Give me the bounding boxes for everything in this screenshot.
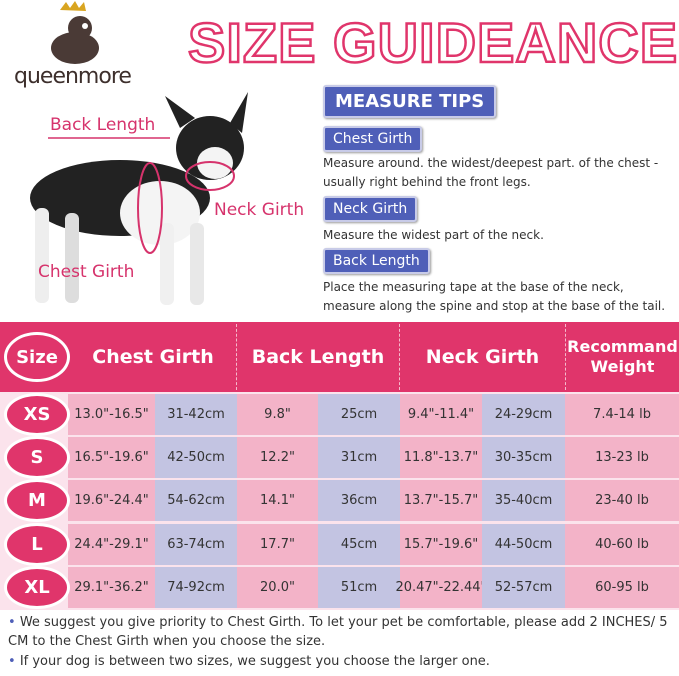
divider xyxy=(399,324,400,390)
back-length-label: Back Length xyxy=(50,115,156,135)
tip-label-chest: Chest Girth xyxy=(323,126,423,152)
table-cell: 45cm xyxy=(318,523,400,565)
measure-tips-heading: MEASURE TIPS xyxy=(323,85,497,118)
header-size: Size xyxy=(4,332,70,382)
size-badge: M xyxy=(4,479,70,523)
table-cell: 16.5"-19.6" xyxy=(68,437,155,479)
table-cell: 14.1" xyxy=(237,480,318,522)
table-row: 24.4"-29.1" 63-74cm 17.7" 45cm 15.7"-19.6" 44… xyxy=(68,523,679,565)
header-weight: Recommand Weight xyxy=(567,337,678,376)
table-cell: 60-95 lb xyxy=(565,566,679,608)
table-cell: 13.0"-16.5" xyxy=(68,394,155,435)
table-cell: 9.4"-11.4" xyxy=(400,394,482,435)
table-row: 19.6"-24.4" 54-62cm 14.1" 36cm 13.7"-15.7" 35… xyxy=(68,480,679,522)
size-badge: S xyxy=(4,436,70,480)
table-cell: 52-57cm xyxy=(482,566,565,608)
header-chest-girth: Chest Girth xyxy=(92,346,214,368)
note-text: If your dog is between two sizes, we sug… xyxy=(19,654,490,669)
table-cell: 51cm xyxy=(318,566,400,608)
table-row: 16.5"-19.6" 42-50cm 12.2" 31cm 11.8"-13.7" 30… xyxy=(68,437,679,479)
brand-logo: queenmore xyxy=(14,64,132,89)
table-cell: 63-74cm xyxy=(155,523,237,565)
header-back-length: Back Length xyxy=(251,346,385,368)
chest-girth-label: Chest Girth xyxy=(38,262,135,282)
tip-text-chest: Measure around. the widest/deepest part.… xyxy=(323,156,659,189)
table-cell: 13.7"-15.7" xyxy=(400,480,482,522)
table-cell: 25cm xyxy=(318,394,400,435)
tip-text-neck: Measure the widest part of the neck. xyxy=(323,228,544,242)
logo-dog-icon xyxy=(51,1,99,64)
neck-girth-label: Neck Girth xyxy=(214,200,305,220)
table-cell: 20.47"-22.44" xyxy=(395,566,487,608)
divider xyxy=(565,324,566,390)
table-cell: 7.4-14 lb xyxy=(565,394,679,435)
table-cell: 24.4"-29.1" xyxy=(68,523,155,565)
note-1: • We suggest you give priority to Chest … xyxy=(8,615,668,649)
size-badge: XL xyxy=(4,565,70,609)
table-cell: 23-40 lb xyxy=(565,480,679,522)
table-cell: 40-60 lb xyxy=(565,523,679,565)
table-cell: 20.0" xyxy=(237,566,318,608)
size-badge: XS xyxy=(4,393,70,436)
table-row: 13.0"-16.5" 31-42cm 9.8" 25cm 9.4"-11.4" 24-2… xyxy=(68,394,679,435)
table-cell: 24-29cm xyxy=(482,394,565,435)
table-cell: 74-92cm xyxy=(155,566,237,608)
table-cell: 19.6"-24.4" xyxy=(68,480,155,522)
table-cell: 12.2" xyxy=(237,437,318,479)
dog-photo xyxy=(30,92,248,305)
table-cell: 42-50cm xyxy=(155,437,237,479)
tip-text-back: Place the measuring tape at the base of … xyxy=(323,280,666,313)
table-cell: 17.7" xyxy=(237,523,318,565)
table-cell: 36cm xyxy=(318,480,400,522)
size-badge: L xyxy=(4,522,70,566)
table-cell: 13-23 lb xyxy=(565,437,679,479)
table-cell: 11.8"-13.7" xyxy=(400,437,482,479)
table-cell: 9.8" xyxy=(237,394,318,435)
table-cell: 30-35cm xyxy=(482,437,565,479)
tip-label-neck: Neck Girth xyxy=(323,196,418,222)
table-cell: 54-62cm xyxy=(155,480,237,522)
tip-label-back: Back Length xyxy=(323,248,430,274)
note-text: We suggest you give priority to Chest Gi… xyxy=(8,615,668,649)
page-title: SIZE GUIDEANCE xyxy=(187,10,679,76)
note-2: • If your dog is between two sizes, we s… xyxy=(8,654,490,669)
table-cell: 29.1"-36.2" xyxy=(68,566,155,608)
divider xyxy=(236,324,237,390)
header-neck-girth: Neck Girth xyxy=(425,346,540,368)
table-cell: 31-42cm xyxy=(155,394,237,435)
table-cell: 15.7"-19.6" xyxy=(400,523,482,565)
table-cell: 35-40cm xyxy=(482,480,565,522)
table-row: 29.1"-36.2" 74-92cm 20.0" 51cm 20.47"-22.44"… xyxy=(68,566,679,608)
table-cell: 44-50cm xyxy=(482,523,565,565)
table-cell: 31cm xyxy=(318,437,400,479)
